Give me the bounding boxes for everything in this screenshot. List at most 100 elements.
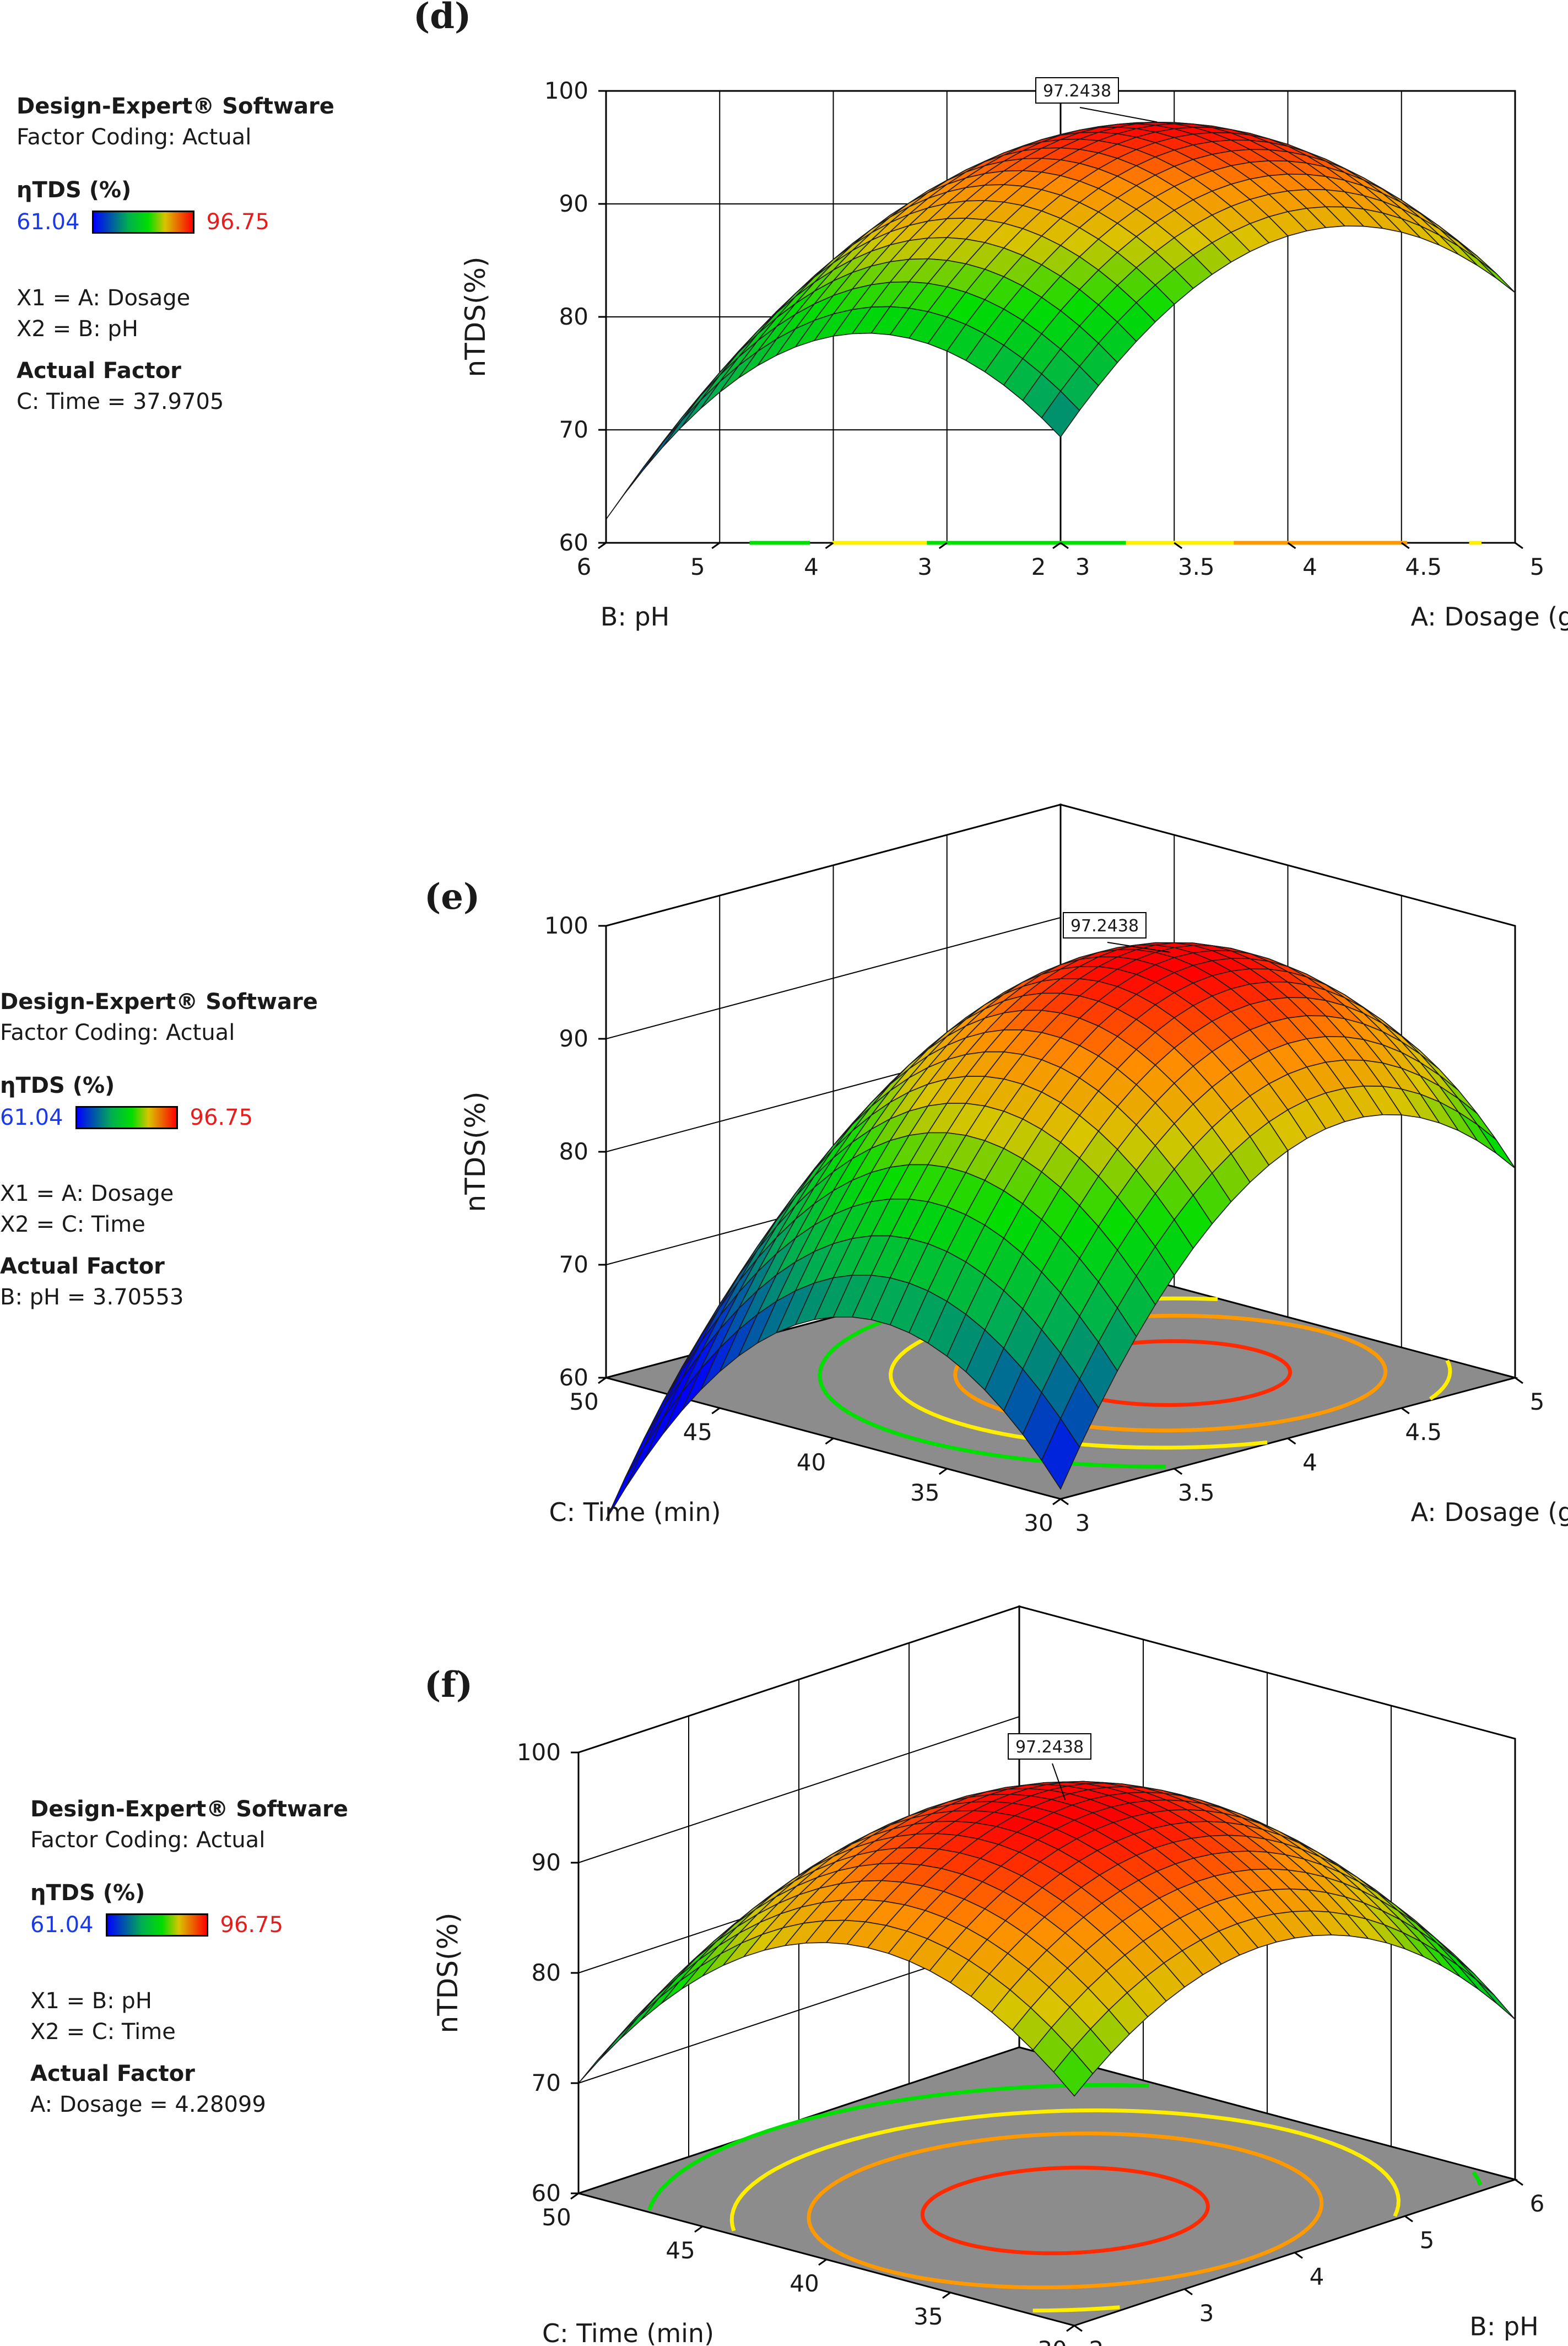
factor-coding: Factor Coding: Actual: [0, 1020, 235, 1045]
actual-factor-title: Actual Factor: [0, 1254, 165, 1279]
x-tick: [1515, 2178, 1523, 2186]
color-bar: [91, 211, 194, 234]
y-tick: [598, 542, 607, 549]
y-tick-label: 40: [790, 2270, 819, 2297]
x-tick: [1174, 542, 1183, 549]
optimum-annotation: 97.2438: [1063, 912, 1171, 953]
x-tick-label: 3: [1199, 2300, 1214, 2327]
surface-cell: [1041, 390, 1080, 438]
legend-d: Design-Expert® Software Factor Coding: A…: [17, 91, 334, 417]
y-axis-title: C: Time (min): [542, 2318, 714, 2346]
color-scale-max: 96.75: [190, 1105, 253, 1130]
z-tick-label: 80: [559, 1138, 588, 1165]
y-tick-label: 5: [690, 553, 705, 580]
response-name: ηTDS (%): [0, 1073, 115, 1098]
y-tick: [694, 2225, 703, 2233]
z-tick-label: 80: [532, 1959, 561, 1986]
optimum-box: [1035, 77, 1119, 104]
x-tick-label: 5: [1530, 1388, 1545, 1415]
x-axis-title: A: Dosage (g): [1411, 602, 1568, 632]
optimum-leader: [1079, 107, 1158, 123]
optimum-box: [1063, 912, 1147, 939]
factor-x1: X1 = A: Dosage: [17, 285, 191, 311]
y-tick-label: 50: [569, 1388, 598, 1415]
color-scale: 61.04 96.75: [0, 1101, 318, 1134]
x-tick-label: 4: [1302, 553, 1317, 580]
optimum-box: [1008, 1733, 1091, 1760]
factor-x1: X1 = A: Dosage: [0, 1181, 174, 1206]
x-tick-label: 4: [1310, 2263, 1324, 2290]
optimum-leader: [1107, 942, 1171, 953]
y-tick: [570, 2192, 579, 2200]
x-axis: 3 3.5 4 4.5 5 A: Dosage (g): [1060, 542, 1568, 632]
optimum-value: 97.2438: [1043, 82, 1111, 101]
y-tick: [818, 2258, 827, 2266]
optimum-annotation: 97.2438: [1035, 77, 1158, 123]
actual-factor: B: pH = 3.70553: [0, 1285, 184, 1310]
contour-line: [920, 2165, 1210, 2256]
y-tick-label: 35: [910, 1479, 939, 1506]
z-axis: 60 70 80 90 100 nTDS(%): [459, 912, 606, 1391]
y-tick-label: 40: [797, 1449, 826, 1476]
response-surface: [605, 121, 1516, 520]
surface-cell: [624, 1407, 663, 1479]
color-scale: 61.04 96.75: [17, 206, 334, 239]
y-axis: 2 3 4 5 6 B: pH: [577, 542, 1061, 632]
x-axis: 2 3 4 5 6 B: pH: [1074, 2178, 1545, 2346]
response-name: ηTDS (%): [30, 1880, 145, 1906]
factor-x2: X2 = C: Time: [0, 1212, 145, 1237]
factor-coding: Factor Coding: Actual: [17, 125, 252, 150]
y-tick: [1052, 542, 1061, 549]
x-tick-label: 4.5: [1405, 1419, 1442, 1446]
actual-factor: A: Dosage = 4.28099: [30, 2092, 266, 2117]
y-tick-label: 2: [1031, 553, 1046, 580]
actual-factor-title: Actual Factor: [30, 2061, 195, 2086]
panel-label-e: (e): [424, 876, 480, 918]
x-tick-label: 6: [1530, 2190, 1545, 2217]
y-axis: 30 35 40 45 50 C: Time (min): [542, 2192, 1075, 2346]
x-tick: [1401, 542, 1410, 549]
x-tick-label: 4: [1302, 1449, 1317, 1476]
x-tick-label: 2: [1089, 2336, 1104, 2346]
z-tick-label: 60: [559, 1364, 588, 1391]
x-tick-label: 3: [1075, 553, 1090, 580]
x-tick: [1404, 2215, 1413, 2223]
y-tick-label: 6: [577, 553, 592, 580]
z-axis: 60 70 80 90 100 nTDS(%): [459, 77, 606, 556]
z-axis-title: nTDS(%): [432, 1913, 464, 2034]
contour-line: [807, 2131, 1324, 2290]
x-tick-label: 5: [1420, 2226, 1435, 2253]
y-tick: [1052, 1498, 1061, 1506]
legend-e: Design-Expert® Software Factor Coding: A…: [0, 986, 318, 1313]
y-tick-label: 45: [683, 1419, 712, 1446]
z-axis: 60 70 80 90 100 nTDS(%): [432, 1739, 578, 2207]
response-surface: [605, 942, 1516, 1520]
contour-line: [1032, 2305, 1120, 2313]
actual-factor: C: Time = 37.9705: [17, 389, 224, 414]
z-tick-label: 70: [532, 2069, 561, 2096]
y-tick: [825, 1437, 834, 1445]
software-name: Design-Expert® Software: [0, 989, 318, 1015]
x-axis-title: A: Dosage (g): [1411, 1497, 1568, 1527]
z-tick-label: 100: [544, 912, 588, 939]
software-name: Design-Expert® Software: [17, 94, 334, 119]
y-tick: [825, 542, 834, 549]
color-bar: [105, 1913, 208, 1937]
software-name: Design-Expert® Software: [30, 1797, 348, 1822]
panel-d: (d) Design-Expert® Software Factor Codin…: [0, 0, 1568, 772]
z-tick-label: 70: [559, 416, 588, 443]
y-tick-label: 35: [913, 2303, 943, 2330]
y-tick: [1066, 2325, 1075, 2332]
y-axis-title: C: Time (min): [549, 1497, 721, 1527]
y-tick: [938, 1468, 948, 1475]
factor-x2: X2 = B: pH: [17, 316, 138, 342]
color-scale: 61.04 96.75: [30, 1908, 348, 1941]
x-tick: [1515, 542, 1523, 549]
z-tick-label: 70: [559, 1251, 588, 1278]
contour-line: [729, 2108, 1300, 2231]
x-tick: [1294, 2252, 1303, 2259]
contour-line: [1299, 2131, 1401, 2217]
z-tick-label: 90: [559, 1025, 588, 1052]
x-tick: [1515, 1377, 1523, 1384]
color-scale-max: 96.75: [220, 1912, 284, 1938]
